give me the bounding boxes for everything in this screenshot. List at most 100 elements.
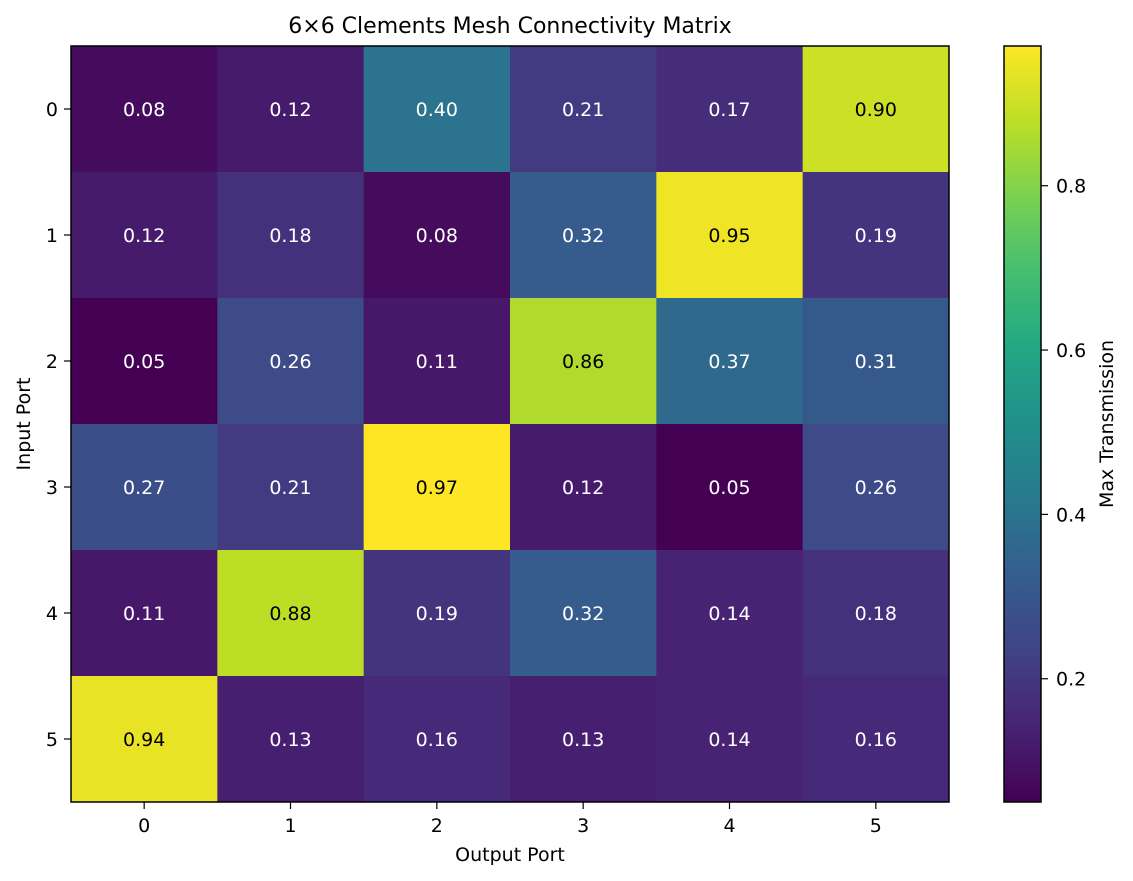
y-tick-label: 3	[46, 477, 58, 499]
heatmap-cell	[510, 676, 657, 803]
colorbar	[1003, 45, 1042, 803]
heatmap-cell	[802, 676, 950, 803]
heatmap-cell	[656, 46, 804, 173]
cell-value-label: 0.94	[123, 729, 165, 751]
x-axis-ticks: 0 1 2 3 4 5	[138, 802, 882, 837]
cell-value-label: 0.11	[416, 351, 458, 373]
cell-value-label: 0.16	[855, 729, 897, 751]
cell-value-label: 0.13	[562, 729, 604, 751]
y-tick-label: 0	[46, 99, 58, 121]
heatmap-cell	[71, 676, 218, 803]
heatmap-cell	[510, 172, 657, 299]
cell-value-label: 0.12	[562, 477, 604, 499]
heatmap-cell	[71, 550, 218, 677]
cell-value-label: 0.12	[123, 225, 165, 247]
cell-value-label: 0.88	[269, 603, 311, 625]
heatmap-cell	[656, 550, 804, 677]
heatmap-cell	[363, 424, 511, 551]
heatmap-cell	[217, 550, 365, 677]
x-tick-label: 1	[284, 815, 296, 837]
heatmap-cell	[802, 298, 950, 425]
cell-value-label: 0.18	[855, 603, 897, 625]
heatmap-cell	[802, 550, 950, 677]
heatmap-cell	[510, 550, 657, 677]
heatmap-cell	[217, 424, 365, 551]
y-axis-ticks: 0 1 2 3 4 5	[46, 99, 71, 751]
plot-frame	[70, 45, 950, 803]
cell-value-label: 0.95	[708, 225, 750, 247]
cell-value-label: 0.26	[269, 351, 311, 373]
cell-value-label: 0.21	[562, 99, 604, 121]
cell-value-label: 0.17	[708, 99, 750, 121]
cell-value-label: 0.12	[269, 99, 311, 121]
heatmap-cell	[510, 298, 657, 425]
heatmap-cell	[802, 46, 950, 173]
heatmap-cell	[510, 424, 657, 551]
cell-value-label: 0.26	[855, 477, 897, 499]
heatmap-cell	[217, 298, 365, 425]
heatmap-cell	[363, 298, 511, 425]
cell-value-label: 0.21	[269, 477, 311, 499]
colorbar-label: Max Transmission	[1096, 340, 1118, 508]
colorbar-tick-label: 0.2	[1056, 669, 1086, 691]
heatmap-cell	[363, 676, 511, 803]
cell-value-labels: 0.08 0.12 0.40 0.21 0.17 0.90 0.12 0.18 0.08 0.32…	[123, 99, 897, 751]
cell-value-label: 0.32	[562, 603, 604, 625]
heatmap-cell	[71, 46, 218, 173]
cell-value-label: 0.08	[123, 99, 165, 121]
heatmap-cell	[510, 46, 657, 173]
x-tick-label: 0	[138, 815, 150, 837]
cell-value-label: 0.31	[855, 351, 897, 373]
heatmap-cell	[656, 172, 804, 299]
cell-value-label: 0.14	[708, 603, 750, 625]
heatmap-cell	[217, 46, 365, 173]
cell-value-label: 0.19	[855, 225, 897, 247]
x-tick-label: 2	[431, 815, 443, 837]
y-tick-label: 1	[46, 225, 58, 247]
y-axis-label: Input Port	[13, 378, 35, 471]
colorbar-ticks: 0.2 0.4 0.6 0.8	[1041, 176, 1086, 691]
heatmap-cell	[217, 172, 365, 299]
x-tick-label: 3	[577, 815, 589, 837]
cell-value-label: 0.13	[269, 729, 311, 751]
cell-value-label: 0.18	[269, 225, 311, 247]
cell-value-label: 0.19	[416, 603, 458, 625]
y-tick-label: 2	[46, 351, 58, 373]
cell-value-label: 0.05	[708, 477, 750, 499]
cell-value-label: 0.86	[562, 351, 604, 373]
cell-value-label: 0.27	[123, 477, 165, 499]
x-tick-label: 4	[723, 815, 735, 837]
y-tick-label: 4	[46, 603, 58, 625]
y-tick-label: 5	[46, 729, 58, 751]
cell-value-label: 0.08	[416, 225, 458, 247]
x-tick-label: 5	[870, 815, 882, 837]
heatmap-cell	[363, 172, 511, 299]
heatmap-cell	[656, 676, 804, 803]
cell-value-label: 0.40	[416, 99, 458, 121]
heatmap-cell	[71, 424, 218, 551]
heatmap-cell	[217, 676, 365, 803]
x-axis-label: Output Port	[455, 844, 565, 866]
heatmap-cell	[71, 172, 218, 299]
cell-value-label: 0.32	[562, 225, 604, 247]
cell-value-label: 0.14	[708, 729, 750, 751]
heatmap-cell	[802, 172, 950, 299]
cell-value-label: 0.16	[416, 729, 458, 751]
heatmap-cell	[363, 46, 511, 173]
heatmap-cell	[363, 550, 511, 677]
chart-title: 6×6 Clements Mesh Connectivity Matrix	[288, 14, 731, 39]
heatmap-cells	[71, 46, 950, 803]
heatmap-cell	[802, 424, 950, 551]
heatmap-cell	[656, 424, 804, 551]
cell-value-label: 0.11	[123, 603, 165, 625]
cell-value-label: 0.97	[416, 477, 458, 499]
cell-value-label: 0.05	[123, 351, 165, 373]
colorbar-tick-label: 0.8	[1056, 176, 1086, 198]
colorbar-tick-label: 0.6	[1056, 340, 1086, 362]
cell-value-label: 0.37	[708, 351, 750, 373]
heatmap-cell	[71, 298, 218, 425]
colorbar-tick-label: 0.4	[1056, 504, 1086, 526]
heatmap-cell	[656, 298, 804, 425]
